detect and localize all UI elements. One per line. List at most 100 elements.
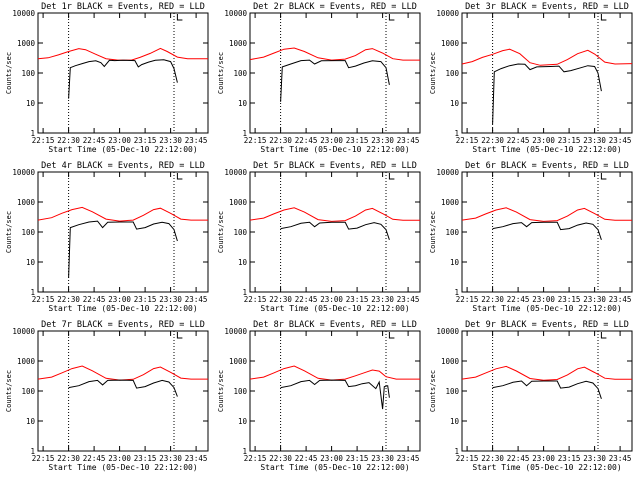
x-tick-label: 23:00 <box>320 454 343 463</box>
lld-series-line <box>37 206 208 222</box>
x-tick-label: 23:30 <box>159 136 182 145</box>
y-tick-label: 100 <box>21 69 35 78</box>
x-tick-label: 23:00 <box>320 295 343 304</box>
x-tick-label: 23:45 <box>185 295 208 304</box>
x-tick-label: 22:45 <box>295 454 318 463</box>
x-tick-label: 22:45 <box>295 136 318 145</box>
interval-marker <box>176 173 183 180</box>
x-tick-label: 22:15 <box>32 136 55 145</box>
x-tick-label: 22:15 <box>244 295 267 304</box>
x-tick-label: 22:15 <box>32 295 55 304</box>
x-tick-label: 23:30 <box>371 136 394 145</box>
x-tick-label: 23:30 <box>159 454 182 463</box>
x-tick-label: 22:15 <box>456 454 479 463</box>
y-tick-label: 1 <box>454 447 459 456</box>
y-tick-label: 10000 <box>436 168 459 177</box>
x-axis-label: Start Time (05-Dec-10 22:12:00) <box>260 463 409 472</box>
y-tick-label: 1000 <box>441 357 460 366</box>
lld-series-line <box>37 47 208 61</box>
x-axis-label: Start Time (05-Dec-10 22:12:00) <box>472 304 621 313</box>
x-tick-label: 23:45 <box>397 454 420 463</box>
y-tick-label: 1000 <box>441 198 460 207</box>
y-tick-label: 1000 <box>17 198 36 207</box>
panel-title: Det 5r BLACK = Events, RED = LLD <box>253 161 417 171</box>
panel-title: Det 3r BLACK = Events, RED = LLD <box>465 2 629 12</box>
x-tick-label: 23:00 <box>108 136 131 145</box>
detector-panel: Det 4r BLACK = Events, RED = LLD 1 10 100 10… <box>5 161 209 313</box>
detector-panel: Det 2r BLACK = Events, RED = LLD 1 10 100 10… <box>217 2 421 154</box>
x-tick-label: 23:15 <box>346 295 369 304</box>
x-tick-label: 23:30 <box>371 454 394 463</box>
plot-frame <box>461 330 633 452</box>
x-tick-label: 22:30 <box>57 295 80 304</box>
events-series-line <box>280 379 390 410</box>
y-axis-label: Counts/sec <box>5 52 13 94</box>
lld-series-line <box>249 365 420 381</box>
x-tick-label: 22:15 <box>456 295 479 304</box>
y-tick-label: 1 <box>242 129 247 138</box>
x-axis-label: Start Time (05-Dec-10 22:12:00) <box>472 463 621 472</box>
x-tick-label: 23:45 <box>609 136 632 145</box>
x-axis-label: Start Time (05-Dec-10 22:12:00) <box>48 463 197 472</box>
x-tick-label: 23:15 <box>134 136 157 145</box>
y-tick-label: 1000 <box>229 198 248 207</box>
interval-marker <box>388 173 395 180</box>
x-tick-label: 23:30 <box>583 454 606 463</box>
x-tick-label: 22:30 <box>269 454 292 463</box>
x-tick-label: 22:30 <box>481 295 504 304</box>
y-axis-label: Counts/sec <box>429 52 437 94</box>
x-tick-label: 22:30 <box>481 136 504 145</box>
y-tick-label: 10000 <box>12 327 35 336</box>
y-tick-label: 10000 <box>436 9 459 18</box>
y-tick-label: 1 <box>242 288 247 297</box>
x-tick-label: 23:30 <box>371 295 394 304</box>
x-tick-label: 23:30 <box>583 295 606 304</box>
x-axis-label: Start Time (05-Dec-10 22:12:00) <box>260 145 409 154</box>
x-tick-label: 23:45 <box>397 136 420 145</box>
x-tick-label: 22:15 <box>32 454 55 463</box>
x-axis-label: Start Time (05-Dec-10 22:12:00) <box>48 304 197 313</box>
y-tick-label: 10 <box>450 99 460 108</box>
y-tick-label: 1000 <box>229 39 248 48</box>
lld-series-line <box>461 48 633 66</box>
events-series-line <box>68 220 178 278</box>
detector-panel: Det 1r BLACK = Events, RED = LLD 1 10 100 10… <box>5 2 209 154</box>
plot-frame <box>461 171 633 293</box>
panel-title: Det 6r BLACK = Events, RED = LLD <box>465 161 629 171</box>
x-tick-label: 22:15 <box>244 454 267 463</box>
x-tick-label: 23:15 <box>134 295 157 304</box>
y-tick-label: 10 <box>238 417 248 426</box>
x-axis-label: Start Time (05-Dec-10 22:12:00) <box>260 304 409 313</box>
events-series-line <box>68 379 178 397</box>
x-tick-label: 22:30 <box>481 454 504 463</box>
y-tick-label: 10 <box>450 417 460 426</box>
y-axis-label: Counts/sec <box>5 211 13 253</box>
interval-marker <box>176 14 183 21</box>
plot-frame <box>461 12 633 134</box>
x-tick-label: 23:00 <box>108 295 131 304</box>
x-tick-label: 23:15 <box>346 454 369 463</box>
x-tick-label: 23:30 <box>583 136 606 145</box>
y-tick-label: 1 <box>30 288 35 297</box>
y-tick-label: 10000 <box>12 9 35 18</box>
y-tick-label: 10000 <box>224 327 247 336</box>
interval-marker <box>388 14 395 21</box>
y-tick-label: 1000 <box>229 357 248 366</box>
x-tick-label: 23:15 <box>134 454 157 463</box>
plot-frame <box>37 330 209 452</box>
y-axis-label: Counts/sec <box>429 370 437 412</box>
y-tick-label: 1000 <box>17 357 36 366</box>
y-tick-label: 10 <box>238 99 248 108</box>
x-tick-label: 23:00 <box>320 136 343 145</box>
panel-title: Det 2r BLACK = Events, RED = LLD <box>253 2 417 12</box>
panel-title: Det 8r BLACK = Events, RED = LLD <box>253 320 417 330</box>
y-tick-label: 1 <box>30 447 35 456</box>
plot-frame <box>37 12 209 134</box>
x-tick-label: 23:15 <box>558 454 581 463</box>
y-tick-label: 100 <box>445 69 459 78</box>
plot-frame <box>249 12 421 134</box>
x-tick-label: 23:45 <box>397 295 420 304</box>
lld-series-line <box>249 207 420 222</box>
plot-frame <box>249 171 421 293</box>
y-axis-label: Counts/sec <box>5 370 13 412</box>
